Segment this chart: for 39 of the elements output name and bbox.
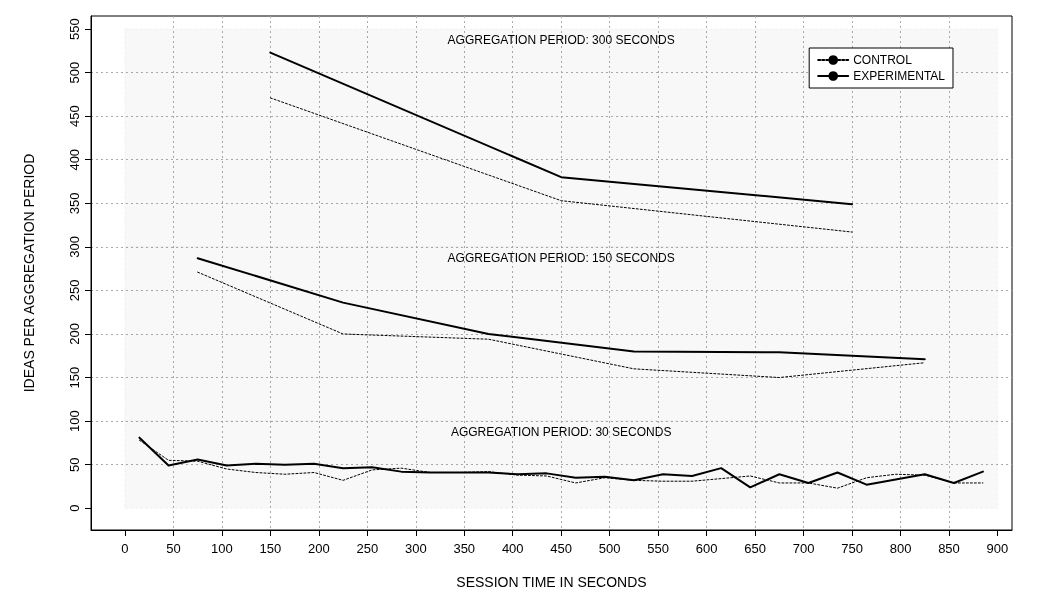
x-tick-label: 150 [259,541,282,556]
x-tick-label: 650 [744,541,766,556]
x-tick-label: 300 [404,541,427,556]
x-tick-label: 900 [986,541,1009,556]
y-tick-label: 50 [67,457,82,472]
y-tick-label: 200 [67,323,82,345]
x-tick-label: 750 [841,541,863,556]
x-tick-label: 450 [550,541,573,556]
x-tick-label: 550 [647,541,669,556]
legend-label: EXPERIMENTAL [853,69,946,83]
y-axis-title: IDEAS PER AGGREGATION PERIOD [21,153,37,393]
x-tick-label: 600 [695,541,718,556]
legend-label: CONTROL [853,53,913,67]
y-tick-label: 150 [67,366,82,389]
band-label: AGGREGATION PERIOD: 30 SECONDS [450,425,672,440]
x-tick-label: 200 [307,541,330,556]
y-tick-label: 300 [67,236,82,258]
line-series [197,271,926,379]
y-tick-label: 500 [67,61,82,84]
x-axis-title: SESSION TIME IN SECONDS [456,574,647,590]
y-tick-label: 100 [67,410,82,432]
x-tick-label: 700 [792,541,815,556]
y-tick-label: 350 [67,192,82,215]
x-tick-label: 100 [211,541,233,556]
x-tick-label: 500 [598,541,621,556]
x-tick-label: 400 [501,541,524,556]
y-tick-label: 550 [67,18,82,40]
x-tick-label: 350 [453,541,476,556]
band-label: AGGREGATION PERIOD: 150 SECONDS [447,251,675,266]
y-tick-label: 250 [67,279,82,302]
y-tick-label: 0 [67,504,82,512]
x-tick-label: 250 [356,541,379,556]
x-tick-label: 50 [166,541,181,556]
y-tick-label: 400 [67,148,82,171]
x-tick-label: 800 [889,541,912,556]
band-label: AGGREGATION PERIOD: 300 SECONDS [447,33,675,48]
x-tick-label: 850 [938,541,960,556]
y-tick-label: 450 [67,105,82,128]
x-tick-label: 0 [121,541,129,556]
